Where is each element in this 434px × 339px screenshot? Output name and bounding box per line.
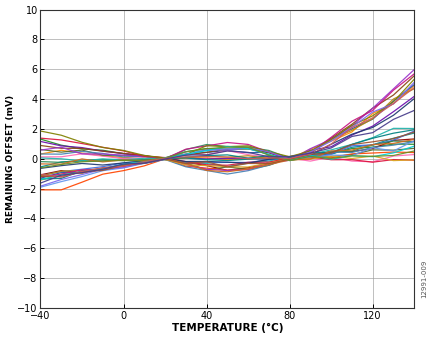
Y-axis label: REMAINING OFFSET (mV): REMAINING OFFSET (mV) [6, 95, 14, 223]
X-axis label: TEMPERATURE (°C): TEMPERATURE (°C) [171, 323, 283, 334]
Text: 12991-009: 12991-009 [420, 260, 426, 298]
